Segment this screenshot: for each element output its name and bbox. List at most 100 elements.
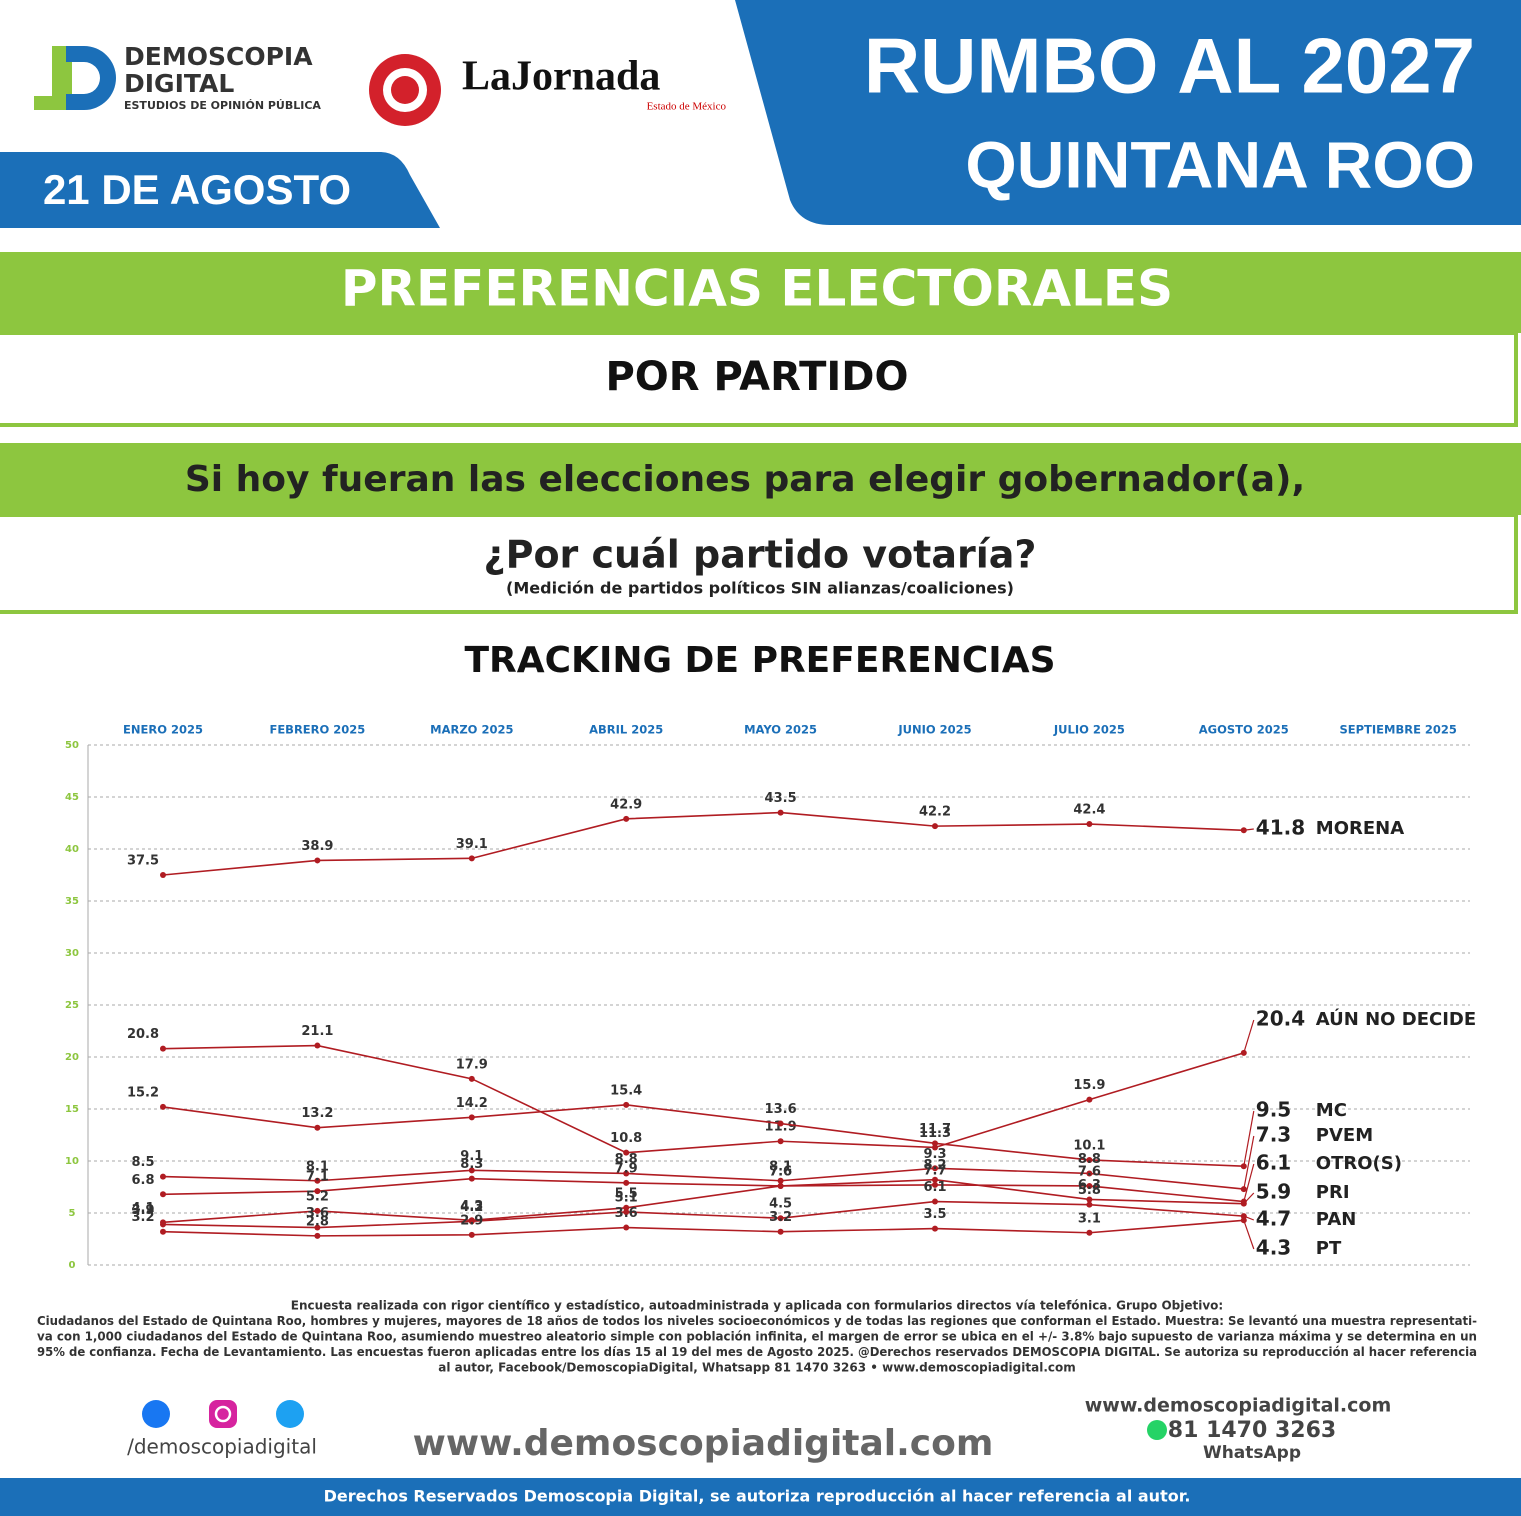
data-label: 2.9 — [460, 1213, 483, 1228]
data-point — [623, 815, 630, 822]
data-point — [468, 1114, 475, 1121]
end-value-label: 7.3 — [1256, 1123, 1291, 1147]
data-label: 13.2 — [301, 1106, 333, 1121]
data-label: 3.2 — [769, 1210, 792, 1225]
data-point — [160, 1191, 166, 1198]
series-line — [162, 1200, 1244, 1229]
data-point — [777, 1228, 784, 1235]
data-label: 11.3 — [919, 1126, 951, 1141]
data-label: 7.6 — [769, 1164, 792, 1179]
data-label: 20.8 — [127, 1027, 159, 1042]
series-line — [162, 811, 1244, 876]
footer-bar — [0, 1478, 1521, 1516]
label-leader — [1243, 1019, 1255, 1054]
brand-name: DIGITAL — [124, 69, 234, 98]
data-label: 2.8 — [306, 1214, 329, 1229]
end-value-label: 5.9 — [1256, 1180, 1291, 1204]
data-label: 5.1 — [615, 1190, 638, 1205]
y-tick-label: 10 — [65, 1156, 79, 1167]
data-point — [468, 1218, 475, 1225]
data-point — [314, 857, 321, 864]
data-label: 5.5 — [615, 1186, 638, 1201]
legend-label: OTRO(S) — [1316, 1153, 1402, 1174]
methodology-line: 95% de confianza. Fecha de Levantamiento… — [37, 1345, 1477, 1359]
data-point — [932, 1225, 938, 1232]
data-point — [623, 1204, 630, 1211]
data-label: 6.8 — [131, 1173, 154, 1188]
legend-label: MC — [1316, 1100, 1347, 1121]
data-label: 9.1 — [460, 1149, 483, 1164]
data-point — [314, 1124, 321, 1131]
brand-subtitle: ESTUDIOS DE OPINIÓN PÚBLICA — [124, 99, 321, 112]
data-label: 15.9 — [1073, 1078, 1105, 1093]
data-point — [314, 1177, 321, 1184]
data-label: 38.9 — [301, 839, 333, 854]
y-tick-label: 25 — [65, 1000, 79, 1011]
x-tick-label: JULIO 2025 — [1053, 723, 1125, 737]
chart-title: TRACKING DE PREFERENCIAS — [465, 640, 1056, 681]
data-label: 3.6 — [615, 1206, 638, 1221]
y-tick-label: 40 — [65, 844, 79, 855]
data-point — [777, 1138, 784, 1145]
data-point — [623, 1149, 630, 1156]
data-point — [932, 1176, 938, 1183]
end-value-label: 20.4 — [1256, 1007, 1305, 1031]
end-value-label: 41.8 — [1256, 816, 1305, 840]
label-leader — [1243, 1215, 1255, 1221]
series-line — [162, 1177, 1244, 1203]
subtitle: QUINTANA ROO — [965, 127, 1475, 201]
label-leader — [1243, 1192, 1255, 1205]
phone-label: WhatsApp — [1203, 1443, 1301, 1463]
data-point — [777, 1182, 784, 1189]
data-point — [932, 1140, 938, 1147]
data-point — [932, 1144, 938, 1151]
twitter-icon[interactable] — [276, 1400, 304, 1428]
data-label: 42.9 — [610, 797, 642, 812]
data-label: 4.5 — [769, 1197, 792, 1212]
brand-name: DEMOSCOPIA — [124, 42, 313, 71]
data-point — [314, 1042, 321, 1049]
methodology-line: al autor, Facebook/DemoscopiaDigital, Wh… — [438, 1361, 1075, 1375]
instagram-icon[interactable] — [209, 1400, 237, 1428]
data-point — [623, 1101, 630, 1108]
data-point — [623, 1208, 630, 1215]
data-point — [468, 1075, 475, 1082]
data-point — [623, 1170, 630, 1177]
data-label: 13.6 — [765, 1102, 797, 1117]
data-point — [932, 1165, 938, 1172]
x-tick-label: FEBRERO 2025 — [269, 723, 365, 737]
end-value-label: 6.1 — [1256, 1151, 1291, 1175]
title: RUMBO AL 2027 — [864, 22, 1475, 110]
data-label: 8.8 — [615, 1152, 638, 1167]
facebook-icon[interactable] — [142, 1400, 170, 1428]
data-label: 4.1 — [131, 1201, 154, 1216]
series-line — [162, 1044, 1245, 1154]
data-point — [468, 1167, 475, 1174]
question-note: (Medición de partidos políticos SIN alia… — [506, 579, 1014, 598]
data-label: 7.1 — [306, 1170, 329, 1185]
label-leader — [1243, 1163, 1255, 1202]
banner-subtitle: POR PARTIDO — [605, 354, 908, 400]
data-point — [468, 1175, 475, 1182]
data-label: 42.2 — [919, 805, 951, 820]
y-tick-label: 5 — [69, 1208, 76, 1219]
partner-subtitle: Estado de México — [647, 101, 727, 113]
data-label: 5.2 — [306, 1189, 329, 1204]
data-point — [314, 1188, 321, 1195]
x-tick-label: MARZO 2025 — [430, 723, 513, 737]
data-point — [777, 1120, 784, 1127]
data-label: 39.1 — [456, 837, 488, 852]
brand-logo — [34, 46, 116, 110]
social-handle: /demoscopiadigital — [127, 1435, 317, 1459]
banner-band — [0, 252, 1521, 333]
data-point — [777, 1177, 784, 1184]
legend-label: PVEM — [1316, 1125, 1373, 1146]
data-label: 10.8 — [610, 1131, 642, 1146]
whatsapp-icon[interactable] — [1147, 1420, 1167, 1440]
data-point — [1086, 821, 1093, 828]
phone: 81 1470 3263 — [1168, 1418, 1336, 1443]
y-tick-label: 50 — [65, 740, 79, 751]
website: www.demoscopiadigital.com — [413, 1423, 994, 1464]
x-tick-label: SEPTIEMBRE 2025 — [1339, 723, 1456, 737]
